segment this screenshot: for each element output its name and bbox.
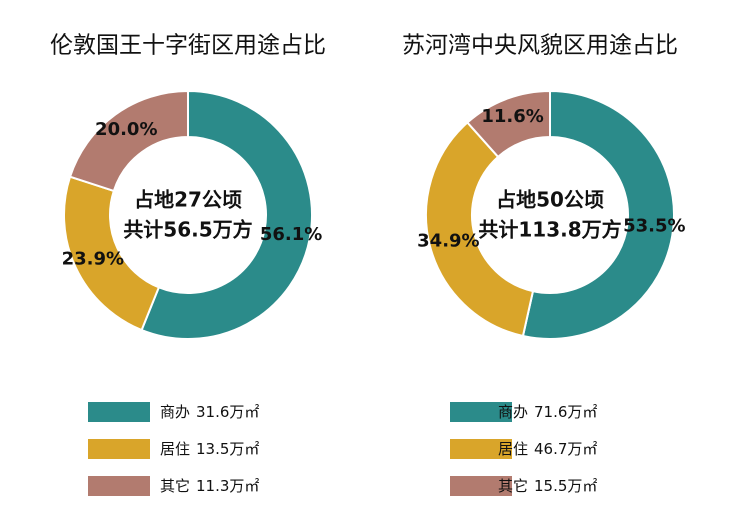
legend-category: 商办: [498, 403, 528, 421]
legend-category: 居住: [498, 440, 528, 458]
legend-category: 其它: [160, 477, 190, 495]
donut-slice: [425, 121, 535, 338]
legend-label: 商办 31.6万㎡: [160, 403, 259, 421]
slice-label: 23.9%: [62, 248, 124, 269]
legend-label: 商办 71.6万㎡: [498, 403, 597, 421]
slice-label: 53.5%: [623, 216, 685, 237]
slice-label: 56.1%: [260, 224, 322, 245]
donut-slice: [63, 175, 161, 332]
legend-category: 商办: [160, 403, 190, 421]
slice-label: 20.0%: [95, 119, 157, 140]
legend-label: 其它 11.3万㎡: [160, 477, 259, 495]
legend-swatch: [88, 476, 150, 496]
legend-label: 其它 15.5万㎡: [498, 477, 597, 495]
center-text: 共计113.8万方: [478, 218, 621, 242]
donut-slice: [140, 89, 313, 340]
chart-title: 苏河湾中央风貌区用途占比: [402, 33, 678, 59]
legend-area: 11.3万㎡: [196, 477, 259, 495]
slice-label: 34.9%: [417, 230, 479, 251]
legend-area: 31.6万㎡: [196, 403, 259, 421]
legend-category: 居住: [160, 440, 190, 458]
legend-category: 其它: [498, 477, 528, 495]
donut-slice: [68, 89, 189, 193]
legend-area: 71.6万㎡: [534, 403, 597, 421]
legend-area: 15.5万㎡: [534, 477, 597, 495]
donut-slice: [521, 89, 675, 340]
chart-title: 伦敦国王十字街区用途占比: [50, 33, 326, 59]
slice-label: 11.6%: [481, 106, 543, 127]
center-text: 占地50公顷: [496, 188, 604, 212]
legend-label: 居住 46.7万㎡: [498, 440, 597, 458]
center-text: 共计56.5万方: [123, 218, 252, 242]
donut-slice: [466, 89, 551, 159]
legend-area: 46.7万㎡: [534, 440, 597, 458]
legend-swatch: [88, 402, 150, 422]
legend-swatch: [450, 476, 512, 496]
legend-area: 13.5万㎡: [196, 440, 259, 458]
legend-swatch: [450, 402, 512, 422]
legend-swatch: [450, 439, 512, 459]
center-text: 占地27公顷: [134, 188, 242, 212]
legend-label: 居住 13.5万㎡: [160, 440, 259, 458]
legend-swatch: [88, 439, 150, 459]
